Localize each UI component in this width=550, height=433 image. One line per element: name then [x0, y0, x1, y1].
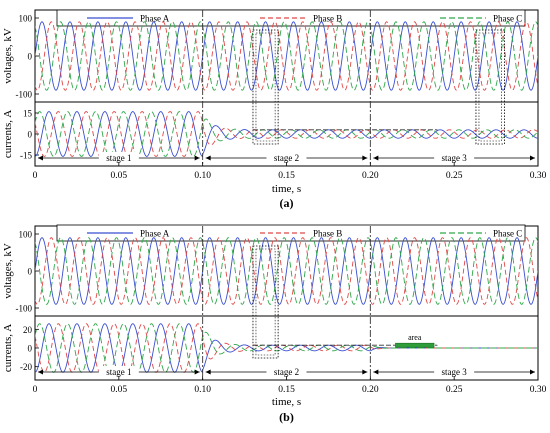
stage-arrow-head-left: [38, 155, 43, 161]
stage-arrow-head-left: [205, 155, 211, 161]
y-axis-label-voltages: voltages, kV: [2, 28, 14, 84]
highlight-window-outer-1: [475, 29, 505, 145]
area-label: area: [408, 333, 422, 342]
y-tick-label-1: 0: [28, 52, 33, 62]
series-currents-phase-c: [35, 323, 538, 373]
stage-label-bg: [266, 152, 307, 163]
x-tick-label-5: 0.25: [446, 385, 463, 395]
legend-label-2: Phase C: [493, 14, 522, 24]
y-tick-label-0: 100: [19, 14, 33, 24]
stage-arrow-1: stage 2: [205, 366, 368, 377]
y-tick-label-0: 100: [19, 230, 33, 240]
stage-label-2: stage 3: [442, 367, 468, 377]
panel-currents-1: 20 0 -20 currents, A: [2, 323, 538, 373]
stage-arrow-0: stage 1: [38, 366, 200, 377]
stage-label-2: stage 3: [442, 153, 468, 163]
series-voltages-phase-a: [35, 237, 538, 305]
stage-label-bg: [434, 152, 475, 163]
y-tick-label-1: 0: [28, 130, 33, 140]
stage-arrow-0: stage 1: [38, 152, 200, 163]
legend-1: Phase A Phase B Phase C: [56, 224, 526, 242]
stage-label-bg: [434, 366, 475, 377]
series-voltages-phase-b: [35, 237, 538, 305]
x-tick-label-4: 0.20: [362, 171, 379, 181]
y-tick-label-2: -100: [16, 90, 33, 100]
stage-label-bg: [98, 366, 139, 377]
highlight-window-outer-0: [252, 29, 279, 145]
highlight-window-outer-0: [252, 245, 279, 359]
x-axis-label-0: time, s: [272, 183, 301, 195]
series-currents-phase-a: [35, 323, 538, 373]
y-tick-label-2: -20: [20, 362, 32, 372]
y-tick-label-0: 20: [23, 325, 33, 335]
series-currents-phase-b: [35, 111, 538, 157]
caption-0: (a): [280, 196, 294, 210]
stage-arrow-head-right: [530, 369, 535, 375]
stage-label-1: stage 2: [274, 367, 299, 377]
series-currents-phase-c: [35, 111, 538, 157]
series-voltages-phase-c: [35, 21, 538, 91]
y-tick-label-2: -15: [20, 151, 32, 161]
series-voltages-phase-a: [35, 21, 538, 91]
stage-arrow-1: stage 2: [205, 152, 368, 163]
stage-arrow-head-right: [194, 155, 200, 161]
x-tick-label-2: 0.10: [194, 171, 211, 181]
y-axis-label-currents: currents, A: [2, 110, 14, 158]
stage-label-0: stage 1: [106, 367, 131, 377]
x-tick-label-6: 0.30: [530, 171, 547, 181]
x-tick-label-3: 0.15: [278, 385, 295, 395]
stage-arrow-2: stage 3: [373, 366, 535, 377]
stage-arrow-head-right: [362, 369, 368, 375]
x-tick-label-3: 0.15: [278, 171, 295, 181]
stage-arrow-head-right: [530, 155, 535, 161]
x-axis-label-1: time, s: [272, 396, 301, 408]
highlight-window-inner-0: [255, 248, 276, 356]
y-tick-label-1: 0: [28, 267, 33, 277]
legend-box: [56, 224, 526, 242]
y-axis-label-currents: currents, A: [2, 324, 14, 372]
x-tick-label-4: 0.20: [362, 385, 379, 395]
y-tick-label-2: -100: [16, 304, 33, 314]
highlight-window-inner-1: [478, 32, 502, 142]
stage-label-bg: [98, 152, 139, 163]
stage-arrow-head-right: [362, 155, 368, 161]
x-tick-label-6: 0.30: [530, 385, 547, 395]
x-tick-label-0: 0: [33, 171, 38, 181]
caption-1: (b): [279, 410, 294, 424]
stage-arrow-head-left: [373, 369, 379, 375]
stage-label-1: stage 2: [274, 153, 299, 163]
stage-arrow-head-right: [194, 369, 200, 375]
x-tick-label-5: 0.25: [446, 171, 463, 181]
stage-label-bg: [266, 366, 307, 377]
x-tick-label-2: 0.10: [194, 385, 211, 395]
legend-label-1: Phase B: [313, 229, 342, 239]
series-voltages-phase-c: [35, 237, 538, 305]
area-shading: [395, 342, 435, 348]
stage-label-0: stage 1: [106, 153, 131, 163]
legend-label-2: Phase C: [493, 229, 522, 239]
stage-arrow-head-left: [38, 369, 43, 375]
highlight-window-inner-0: [255, 32, 276, 142]
stage-arrow-head-left: [205, 369, 211, 375]
x-tick-label-0: 0: [33, 385, 38, 395]
legend-label-1: Phase B: [313, 14, 342, 24]
stage-arrow-head-left: [373, 155, 379, 161]
y-tick-label-0: 15: [23, 109, 33, 119]
legend-label-0: Phase A: [140, 229, 170, 239]
legend-label-0: Phase A: [140, 14, 170, 24]
y-tick-label-1: 0: [28, 344, 33, 354]
stage-arrow-2: stage 3: [373, 152, 535, 163]
x-tick-label-1: 0.05: [111, 171, 128, 181]
x-tick-label-1: 0.05: [111, 385, 128, 395]
y-axis-label-voltages: voltages, kV: [2, 243, 14, 299]
